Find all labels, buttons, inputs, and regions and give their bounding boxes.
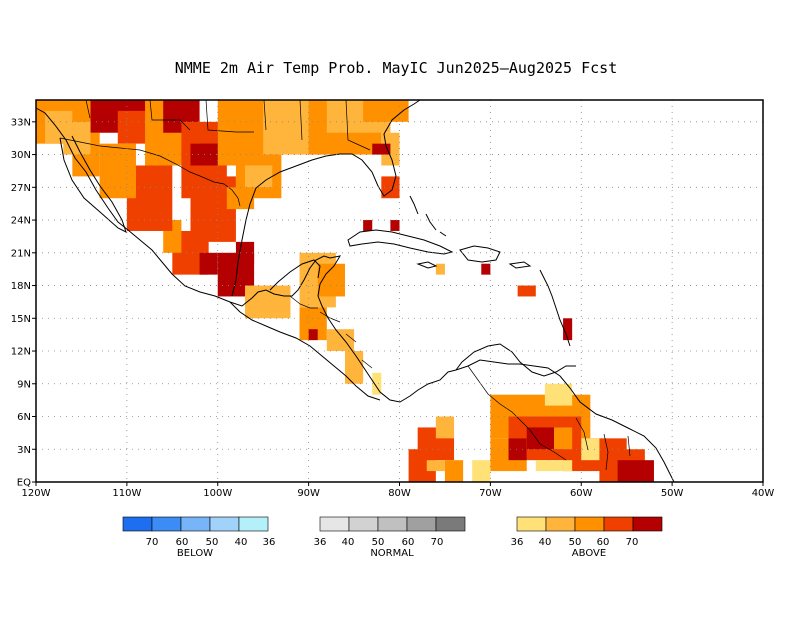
- probability-cell: [544, 383, 573, 406]
- probability-cell: [344, 351, 364, 384]
- y-tick-label: 30N: [11, 150, 31, 161]
- probability-cell: [617, 460, 654, 482]
- probability-cell: [426, 460, 445, 472]
- legend-swatch-above: [603, 516, 634, 532]
- legend-tick-below: 40: [235, 537, 248, 548]
- legend-tick-normal: 60: [402, 537, 415, 548]
- probability-cell: [563, 318, 573, 341]
- x-tick-label: 100W: [203, 488, 232, 499]
- y-tick-label: 15N: [11, 314, 31, 325]
- y-tick-label: 9N: [17, 379, 31, 390]
- probability-cell: [381, 132, 400, 166]
- legend-tick-normal: 70: [431, 537, 444, 548]
- legend-swatch-normal: [406, 516, 437, 532]
- probability-cell: [553, 427, 573, 450]
- legend-swatch-below: [238, 516, 269, 532]
- x-tick-label: 120W: [22, 488, 51, 499]
- x-tick-label: 110W: [112, 488, 141, 499]
- x-tick-label: 70W: [479, 488, 502, 499]
- x-tick-label: 90W: [297, 488, 320, 499]
- probability-cell: [435, 416, 455, 439]
- legend-tick-normal: 36: [314, 537, 327, 548]
- y-tick-label: 27N: [11, 183, 31, 194]
- y-tick-label: 12N: [11, 347, 31, 358]
- legend-tick-above: 36: [511, 537, 524, 548]
- lat-lon-grid: [36, 100, 763, 482]
- axes: 120W 110W 100W 90W 80W 70W 60W 50W 40W EQ 3N 6N 9N 12…: [11, 117, 775, 499]
- probability-cell: [444, 460, 464, 482]
- legend-swatch-normal: [377, 516, 408, 532]
- legend-label-normal: NORMAL: [370, 548, 414, 559]
- probability-cell: [390, 220, 400, 231]
- probability-cell: [363, 100, 409, 122]
- probability-cell: [199, 252, 218, 275]
- probability-cell: [308, 329, 318, 341]
- legend-tick-above: 60: [597, 537, 610, 548]
- coastlines: [35, 99, 675, 483]
- legend-tick-above: 70: [626, 537, 639, 548]
- probability-cell: [363, 220, 373, 231]
- y-tick-label: 3N: [17, 445, 31, 456]
- legend-swatch-normal: [348, 516, 379, 532]
- y-tick-label: 18N: [11, 281, 31, 292]
- probability-cell: [245, 165, 273, 188]
- probability-cell: [581, 438, 600, 461]
- legend-swatch-normal: [319, 516, 350, 532]
- y-tick-label: EQ: [17, 478, 31, 489]
- probability-cell: [526, 427, 564, 450]
- probability-cell: [372, 143, 391, 155]
- legend-tick-above: 40: [539, 537, 552, 548]
- legend-tick-below: 50: [206, 537, 219, 548]
- probability-cell: [99, 143, 136, 199]
- legend-swatch-above: [545, 516, 576, 532]
- legend-tick-normal: 50: [372, 537, 385, 548]
- x-tick-label: 40W: [752, 488, 775, 499]
- legend-tick-below: 70: [146, 537, 159, 548]
- legend-label-above: ABOVE: [572, 548, 606, 559]
- legend-swatch-above: [574, 516, 605, 532]
- probability-cell: [508, 438, 527, 461]
- probability-cell: [435, 263, 445, 275]
- probability-cell: [226, 263, 246, 286]
- legend-tick-normal: 40: [342, 537, 355, 548]
- legend-swatch-below: [122, 516, 153, 532]
- legend-tick-below: 60: [176, 537, 189, 548]
- probability-cell: [481, 263, 491, 275]
- legend-swatch-below: [209, 516, 240, 532]
- y-tick-label: 6N: [17, 412, 31, 423]
- legend-swatch-below: [151, 516, 182, 532]
- probability-cell: [45, 110, 73, 144]
- probability-cell: [517, 285, 536, 297]
- legend-tick-below: 36: [263, 537, 276, 548]
- legend: 70 60 50 40 36 BELOW 36 40 50 60 70 NORMAL 36 40 50 60 7…: [122, 516, 663, 559]
- y-tick-label: 33N: [11, 117, 31, 128]
- probability-cell: [372, 372, 382, 395]
- legend-tick-above: 50: [569, 537, 582, 548]
- y-tick-label: 24N: [11, 216, 31, 227]
- x-tick-label: 60W: [570, 488, 593, 499]
- legend-swatch-above: [516, 516, 547, 532]
- legend-swatch-below: [180, 516, 211, 532]
- chart-title: NMME 2m Air Temp Prob. MayIC Jun2025—Aug…: [175, 59, 618, 77]
- legend-swatch-above: [632, 516, 663, 532]
- y-tick-label: 21N: [11, 248, 31, 259]
- x-tick-label: 50W: [661, 488, 684, 499]
- probability-cell: [472, 460, 491, 482]
- x-tick-label: 80W: [388, 488, 411, 499]
- probability-cell: [535, 460, 573, 472]
- legend-swatch-normal: [435, 516, 466, 532]
- legend-label-below: BELOW: [177, 548, 213, 559]
